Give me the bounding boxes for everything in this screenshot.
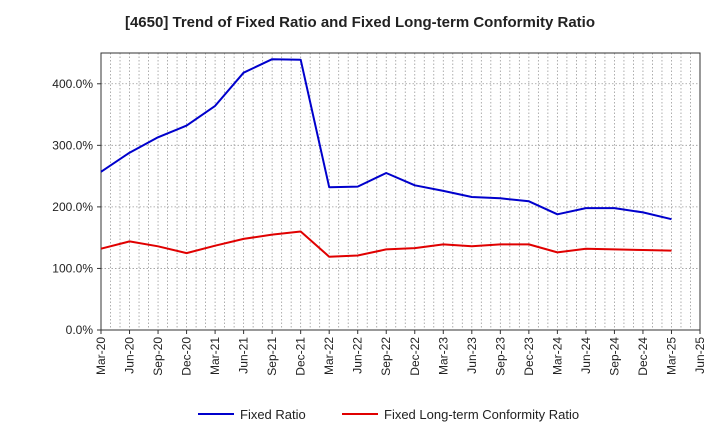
x-tick-label: Mar-25 [664,337,678,375]
y-axis: 0.0% 100.0% 200.0% 300.0% 400.0% [52,77,101,337]
y-tick-label: 0.0% [66,323,94,337]
x-tick-label: Mar-20 [94,337,108,375]
y-tick-label: 200.0% [52,200,93,214]
legend-label: Fixed Long-term Conformity Ratio [384,407,579,422]
y-tick-label: 400.0% [52,77,93,91]
x-tick-label: Sep-24 [607,337,621,376]
x-tick-label: Sep-22 [379,337,393,376]
series [100,58,672,258]
x-tick-label: Dec-20 [180,337,194,376]
y-tick-label: 100.0% [52,261,93,275]
x-tick-label: Dec-21 [294,337,308,376]
x-tick-label: Mar-23 [436,337,450,375]
x-tick-label: Jun-21 [237,337,251,374]
x-tick-label: Dec-23 [522,337,536,376]
x-tick-label: Jun-20 [123,337,137,374]
plot-area [100,52,701,331]
x-tick-label: Dec-22 [408,337,422,376]
x-tick-label: Jun-25 [693,337,707,374]
x-tick-label: Jun-22 [351,337,365,374]
chart-title: [4650] Trend of Fixed Ratio and Fixed Lo… [124,14,596,31]
y-tick-label: 300.0% [52,138,93,152]
x-tick-label: Mar-24 [550,337,564,375]
series-line [100,230,672,258]
x-tick-label: Sep-20 [151,337,165,376]
series-line [100,58,672,221]
x-tick-label: Dec-24 [636,337,650,376]
x-tick-label: Mar-21 [208,337,222,375]
x-tick-label: Sep-23 [493,337,507,376]
legend: Fixed Ratio Fixed Long-term Conformity Ra… [198,407,579,422]
x-axis: Mar-20 Jun-20 Sep-20 Dec-20 Mar-21 Jun-21 Sep-… [94,330,707,376]
x-tick-label: Sep-21 [265,337,279,376]
grid [101,53,700,330]
x-tick-label: Jun-23 [465,337,479,374]
x-tick-label: Jun-24 [579,337,593,374]
x-tick-label: Mar-22 [322,337,336,375]
legend-label: Fixed Ratio [240,407,306,422]
